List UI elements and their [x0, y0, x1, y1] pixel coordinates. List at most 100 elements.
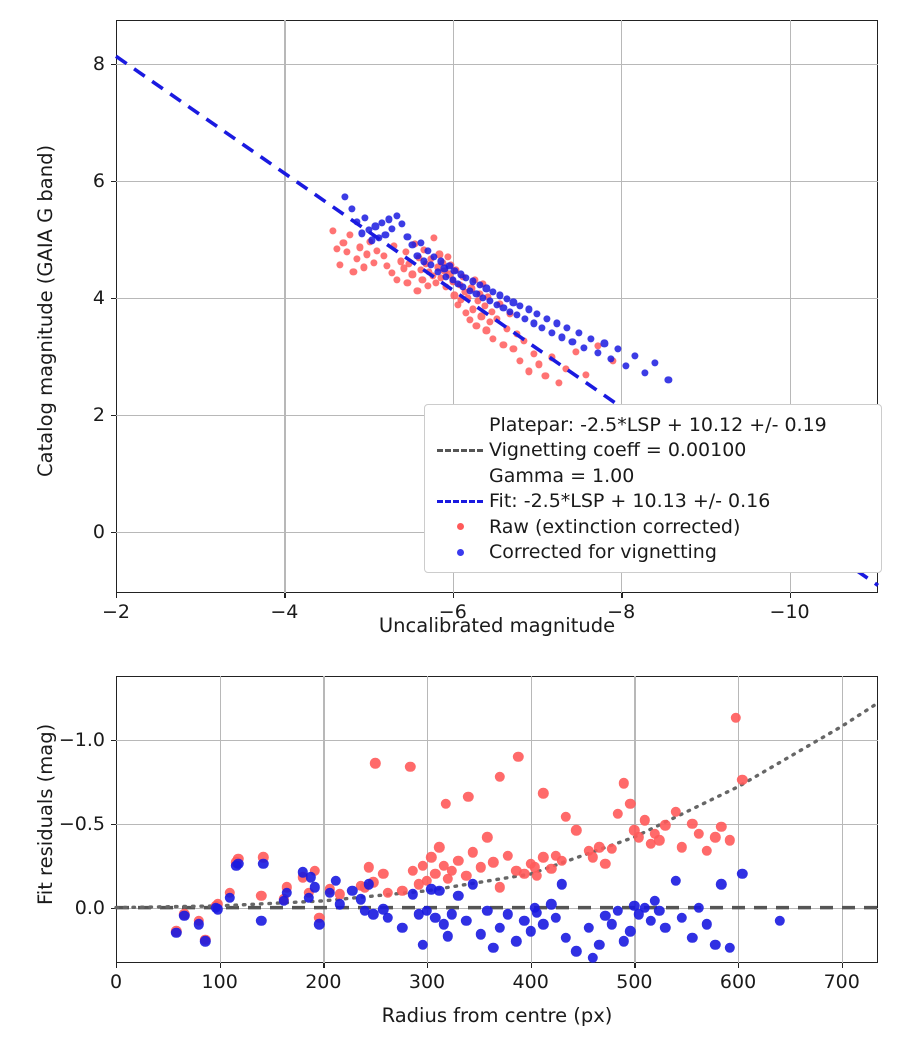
scatter-point	[510, 865, 522, 876]
scatter-point	[369, 758, 381, 769]
legend-marker-dashed-gray	[435, 448, 485, 452]
gridline-vertical	[427, 676, 429, 963]
scatter-point	[393, 212, 401, 220]
scatter-point	[580, 344, 588, 352]
scatter-point	[407, 865, 418, 876]
scatter-point	[356, 243, 364, 252]
scatter-point	[438, 919, 449, 930]
scatter-point	[558, 333, 566, 342]
scatter-point	[538, 324, 546, 332]
scatter-point	[494, 922, 505, 933]
scatter-point	[600, 339, 608, 347]
scatter-point	[481, 831, 493, 843]
x-axis-tick-label: −6	[438, 601, 467, 623]
gridline-vertical	[323, 676, 325, 963]
scatter-point	[336, 261, 344, 269]
scatter-point	[701, 919, 713, 930]
scatter-point	[413, 909, 424, 920]
x-axis-tick-label: −10	[769, 601, 810, 623]
scatter-point	[258, 858, 269, 870]
scatter-point	[390, 242, 398, 250]
scatter-point	[606, 919, 617, 930]
scatter-point	[629, 900, 640, 912]
scatter-point	[560, 932, 572, 944]
x-axis-tick-label: 0	[109, 971, 123, 993]
scatter-point	[513, 751, 524, 762]
y-axis-tick	[111, 414, 116, 417]
scatter-point	[488, 857, 499, 868]
scatter-point	[649, 828, 661, 839]
scatter-point	[381, 230, 390, 239]
scatter-point	[281, 887, 293, 898]
scatter-point	[438, 860, 449, 871]
scatter-point	[396, 885, 408, 897]
scatter-point	[359, 905, 371, 917]
scatter-point	[516, 357, 524, 365]
scatter-point	[385, 215, 393, 223]
scatter-point	[423, 247, 432, 255]
scatter-point	[587, 335, 595, 343]
x-axis-tick	[634, 963, 636, 968]
scatter-point	[519, 868, 530, 880]
x-axis-tick-label: 300	[408, 971, 446, 993]
scatter-point	[524, 367, 533, 375]
scatter-point	[541, 372, 549, 380]
x-axis-tick-label: 500	[616, 971, 653, 993]
scatter-point	[278, 895, 290, 907]
scatter-point	[330, 875, 341, 886]
scatter-point	[509, 345, 517, 353]
legend-label-corrected: Corrected for vignetting	[489, 541, 717, 564]
scatter-point	[519, 337, 528, 345]
legend-row-fit: Fit: -2.5*LSP + 10.13 +/- 0.16	[435, 489, 869, 515]
scatter-point	[513, 311, 521, 319]
scatter-point	[496, 291, 504, 299]
scatter-point	[676, 841, 688, 853]
scatter-point	[462, 274, 470, 282]
scatter-point	[660, 820, 671, 831]
scatter-point	[408, 241, 416, 249]
scatter-point	[546, 899, 557, 910]
scatter-point	[475, 929, 487, 940]
scatter-point	[452, 855, 464, 866]
scatter-point	[457, 296, 465, 304]
scatter-point	[481, 302, 489, 310]
y-axis-tick	[111, 739, 116, 742]
scatter-point	[461, 870, 472, 881]
scatter-point	[469, 277, 477, 285]
scatter-point	[358, 229, 366, 237]
scatter-point	[452, 890, 464, 902]
scatter-point	[430, 868, 441, 880]
scatter-point	[482, 284, 491, 292]
scatter-point	[472, 322, 480, 330]
scatter-point	[537, 852, 549, 863]
scatter-point	[464, 294, 472, 302]
scatter-point	[510, 935, 522, 947]
x-axis-tick	[116, 963, 118, 968]
scatter-point	[645, 915, 657, 927]
scatter-point	[349, 268, 358, 276]
scatter-point	[631, 352, 639, 360]
scatter-point	[353, 255, 361, 263]
scatter-point	[329, 227, 337, 235]
gridline-vertical	[789, 20, 791, 593]
scatter-point	[475, 862, 487, 873]
scatter-point	[519, 915, 530, 927]
scatter-point	[378, 868, 389, 880]
scatter-point	[309, 882, 321, 893]
scatter-point	[442, 930, 453, 942]
scatter-point	[363, 862, 375, 873]
scatter-point	[408, 270, 416, 278]
scatter-point	[313, 912, 325, 923]
scatter-point	[593, 939, 605, 950]
scatter-point	[556, 855, 567, 866]
gridline-horizontal	[116, 739, 878, 741]
gridline-horizontal	[116, 63, 878, 66]
scatter-point	[543, 315, 551, 323]
scatter-point	[398, 220, 406, 228]
scatter-point	[499, 304, 507, 312]
scatter-point	[474, 297, 482, 305]
scatter-point	[524, 305, 533, 314]
scatter-point	[531, 870, 543, 881]
scatter-point	[530, 319, 538, 328]
scatter-point	[736, 868, 748, 880]
